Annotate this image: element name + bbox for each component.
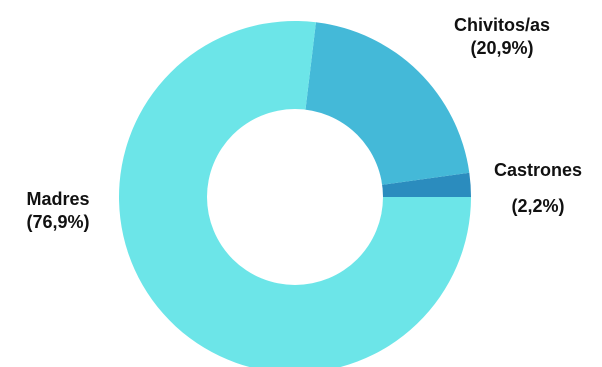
slice-percent-castrones: (2,2%) xyxy=(511,196,564,216)
donut-hole xyxy=(207,109,383,285)
slice-label-castrones: Castrones xyxy=(494,160,582,180)
slice-percent-chivitos: (20,9%) xyxy=(470,38,533,58)
slice-percent-madres: (76,9%) xyxy=(26,212,89,232)
slice-label-chivitos: Chivitos/as xyxy=(454,15,550,35)
slice-label-madres: Madres xyxy=(26,189,89,209)
